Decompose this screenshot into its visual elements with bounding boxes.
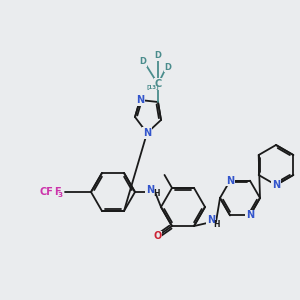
Text: N: N [246, 210, 254, 220]
Text: N: N [272, 180, 280, 190]
Text: [13]: [13] [147, 85, 159, 89]
Text: F: F [54, 187, 60, 197]
Text: D: D [140, 58, 146, 67]
Text: N: N [146, 185, 154, 195]
Text: C: C [154, 79, 162, 89]
Text: N: N [226, 176, 234, 186]
Text: H: H [214, 220, 220, 229]
Text: N: N [143, 128, 151, 138]
Text: D: D [164, 62, 172, 71]
Text: N: N [207, 215, 215, 225]
Text: CF: CF [39, 187, 53, 197]
Text: O: O [153, 231, 161, 242]
Text: H: H [153, 190, 159, 199]
Text: 3: 3 [57, 192, 62, 198]
Text: N: N [136, 95, 144, 105]
Text: D: D [154, 52, 161, 61]
